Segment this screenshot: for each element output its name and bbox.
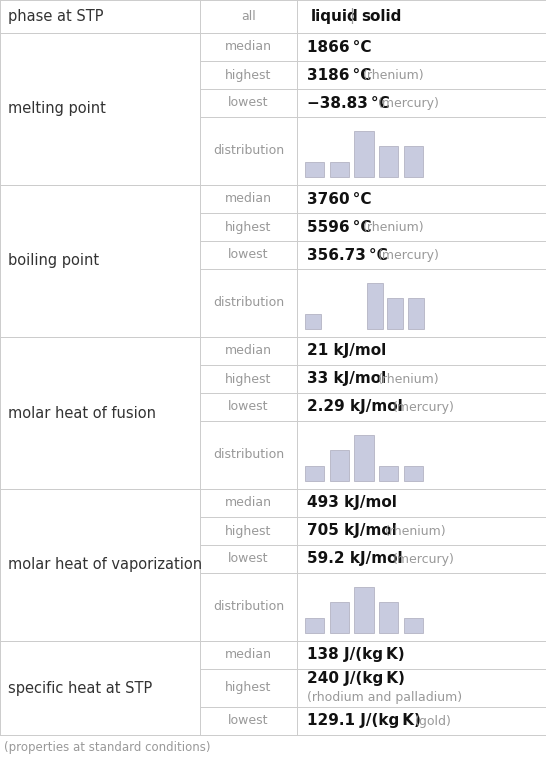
Text: (mercury): (mercury) — [393, 553, 454, 565]
Text: median: median — [225, 193, 272, 206]
Text: lowest: lowest — [228, 96, 269, 109]
Text: highest: highest — [225, 372, 272, 386]
Bar — [403, 618, 423, 633]
Text: 240 J/(kg K): 240 J/(kg K) — [307, 672, 405, 686]
Text: 493 kJ/mol: 493 kJ/mol — [307, 496, 397, 510]
Text: phase at STP: phase at STP — [8, 9, 104, 24]
Text: 1866 °C: 1866 °C — [307, 39, 371, 55]
Text: 59.2 kJ/mol: 59.2 kJ/mol — [307, 551, 402, 567]
Text: distribution: distribution — [213, 601, 284, 614]
Text: molar heat of fusion: molar heat of fusion — [8, 406, 156, 420]
Bar — [330, 602, 349, 633]
Text: 356.73 °C: 356.73 °C — [307, 247, 388, 262]
Text: liquid: liquid — [311, 9, 359, 24]
Text: (rhenium): (rhenium) — [363, 221, 424, 234]
Text: median: median — [225, 648, 272, 662]
Text: 33 kJ/mol: 33 kJ/mol — [307, 372, 386, 386]
Bar — [354, 435, 373, 481]
Text: lowest: lowest — [228, 400, 269, 413]
Text: 705 kJ/mol: 705 kJ/mol — [307, 524, 397, 538]
Text: −38.83 °C: −38.83 °C — [307, 96, 390, 110]
Text: 21 kJ/mol: 21 kJ/mol — [307, 344, 386, 359]
Text: lowest: lowest — [228, 248, 269, 261]
Text: 129.1 J/(kg K): 129.1 J/(kg K) — [307, 713, 421, 729]
Bar — [330, 450, 349, 481]
Bar — [379, 602, 398, 633]
Bar — [379, 146, 398, 177]
Text: highest: highest — [225, 221, 272, 234]
Bar — [387, 298, 403, 329]
Bar — [305, 466, 324, 481]
Bar — [379, 466, 398, 481]
Text: molar heat of vaporization: molar heat of vaporization — [8, 557, 202, 573]
Text: melting point: melting point — [8, 102, 106, 116]
Text: solid: solid — [361, 9, 401, 24]
Bar — [305, 162, 324, 177]
Text: (rhenium): (rhenium) — [385, 524, 447, 537]
Text: |: | — [349, 8, 354, 25]
Text: boiling point: boiling point — [8, 254, 99, 268]
Text: highest: highest — [225, 69, 272, 82]
Text: (rhenium): (rhenium) — [377, 372, 439, 386]
Text: 3760 °C: 3760 °C — [307, 191, 371, 207]
Text: (mercury): (mercury) — [377, 248, 440, 261]
Text: (mercury): (mercury) — [393, 400, 454, 413]
Text: (properties at standard conditions): (properties at standard conditions) — [4, 742, 211, 755]
Text: 138 J/(kg K): 138 J/(kg K) — [307, 648, 405, 662]
Bar — [354, 131, 373, 177]
Text: (gold): (gold) — [415, 715, 452, 728]
Text: specific heat at STP: specific heat at STP — [8, 681, 152, 695]
Text: median: median — [225, 497, 272, 510]
Text: highest: highest — [225, 524, 272, 537]
Text: median: median — [225, 345, 272, 358]
Text: 2.29 kJ/mol: 2.29 kJ/mol — [307, 399, 403, 415]
Bar — [366, 283, 383, 329]
Bar — [354, 587, 373, 633]
Text: 3186 °C: 3186 °C — [307, 68, 371, 82]
Bar — [408, 298, 424, 329]
Text: (rhodium and palladium): (rhodium and palladium) — [307, 691, 462, 703]
Bar — [403, 466, 423, 481]
Text: lowest: lowest — [228, 715, 269, 728]
Bar — [330, 162, 349, 177]
Text: median: median — [225, 41, 272, 53]
Text: distribution: distribution — [213, 297, 284, 309]
Text: lowest: lowest — [228, 553, 269, 565]
Text: (mercury): (mercury) — [377, 96, 440, 109]
Text: distribution: distribution — [213, 449, 284, 462]
Bar — [305, 314, 321, 329]
Bar — [305, 618, 324, 633]
Text: distribution: distribution — [213, 144, 284, 157]
Text: 5596 °C: 5596 °C — [307, 220, 371, 234]
Text: (rhenium): (rhenium) — [363, 69, 424, 82]
Text: all: all — [241, 10, 256, 23]
Bar — [403, 146, 423, 177]
Text: highest: highest — [225, 682, 272, 695]
